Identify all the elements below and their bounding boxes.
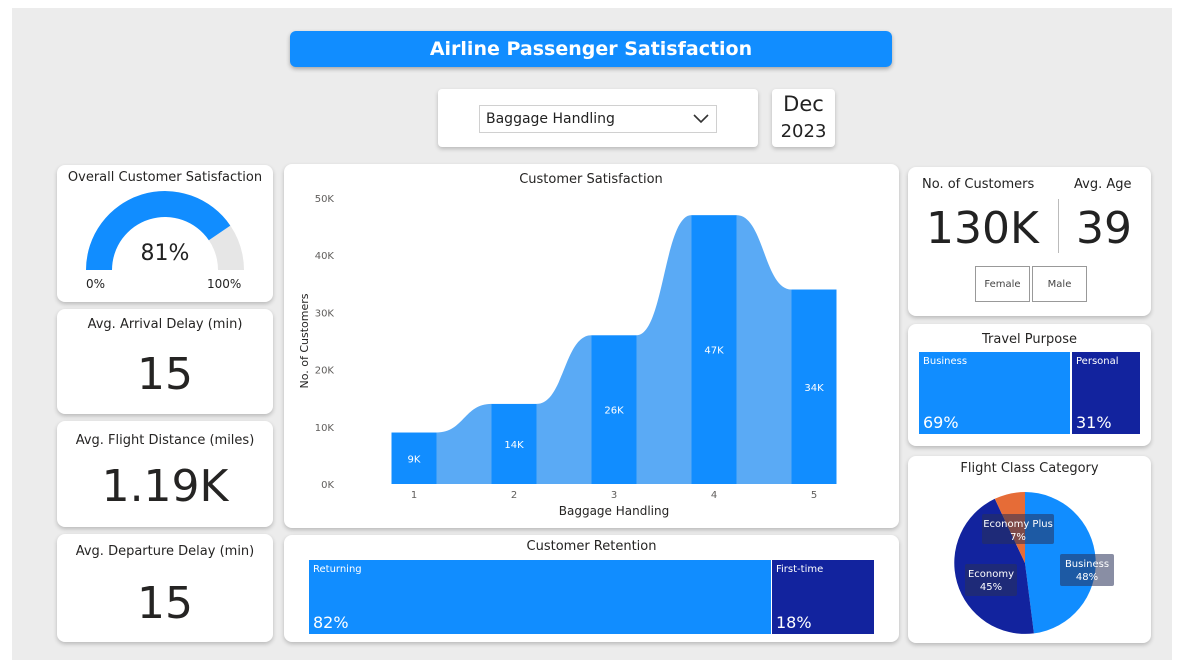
x-tick-label: 5 [811,490,817,501]
flight-class-pie: Business 48% Economy 45% Economy Plus 7% [954,492,1114,634]
flight-distance-card: Avg. Flight Distance (miles) 1.19K [57,421,273,527]
x-tick-label: 2 [511,490,517,501]
gauge-fill [86,191,231,270]
gauge-title: Overall Customer Satisfaction [67,170,263,185]
pie-slice-pct: 48% [1076,572,1098,583]
travel-business-block[interactable]: Business 69% [919,352,1070,434]
x-axis-label: Baggage Handling [559,504,669,518]
arrival-delay-value: 15 [137,349,193,400]
retention-returning-pct: 82% [313,613,349,632]
kpi-divider [1058,199,1059,253]
bar-data-label: 14K [504,440,524,451]
retention-returning-label: Returning [313,564,362,575]
pie-slice-pct: 7% [1010,532,1026,543]
chart-bar[interactable] [391,432,437,484]
gauge-max-label: 100% [207,277,242,291]
gender-female-button[interactable]: Female [975,266,1030,302]
retention-returning-block[interactable]: Returning 82% [309,560,771,634]
arrival-delay-label: Avg. Arrival Delay (min) [87,317,243,332]
y-tick-label: 50K [315,194,335,205]
departure-delay-label: Avg. Departure Delay (min) [75,544,255,559]
retention-title: Customer Retention [526,539,657,554]
date-year: 2023 [780,121,827,142]
flight-class-title: Flight Class Category [960,461,1099,476]
pie-slice-label: Economy [968,569,1014,580]
retention-firsttime-label: First-time [776,564,824,575]
filter-card: Baggage Handling [438,89,758,147]
travel-personal-pct: 31% [1076,413,1112,432]
chart-bar[interactable] [591,335,637,484]
chart-bar[interactable] [491,403,537,484]
gauge-min-label: 0% [86,277,106,291]
chart-title: Customer Satisfaction [519,172,663,187]
customers-count-label: No. of Customers [922,177,1035,192]
pie-slice-label: Business [1065,559,1109,570]
travel-personal-block[interactable]: Personal 31% [1072,352,1140,434]
chart-bar[interactable] [691,215,737,484]
x-tick-label: 3 [611,490,617,501]
travel-business-label: Business [923,356,968,367]
chart-bar[interactable] [791,289,837,484]
metric-dropdown[interactable]: Baggage Handling [479,105,717,133]
travel-purpose-title: Travel Purpose [982,332,1077,347]
customer-satisfaction-card: Customer Satisfaction Baggage Handling No.… [284,164,899,528]
chevron-down-icon[interactable] [692,109,710,131]
bar-data-label: 9K [408,454,421,465]
ribbon-segment [436,403,492,484]
retention-firsttime-pct: 18% [776,613,812,632]
travel-business-pct: 69% [923,413,959,432]
dropdown-value: Baggage Handling [486,111,615,127]
flight-distance-value: 1.19K [101,461,229,512]
bar-data-label: 34K [804,383,824,394]
y-tick-label: 0K [321,480,334,491]
pie-label-box [965,564,1017,596]
travel-personal-label: Personal [1076,356,1119,367]
bar-data-label: 26K [604,406,624,417]
avg-age-value: 39 [1076,203,1132,254]
ribbon-segment [636,215,692,484]
y-tick-label: 20K [315,366,335,377]
travel-purpose-card: Travel Purpose Business 69% Personal 31% [908,324,1151,446]
customer-satisfaction-chart: Customer Satisfaction Baggage Handling No.… [298,172,837,518]
satisfaction-gauge-card: Overall Customer Satisfaction 81% 0% 100… [57,165,273,302]
retention-firsttime-block[interactable]: First-time 18% [772,560,874,634]
y-tick-label: 40K [315,251,335,262]
y-tick-label: 30K [315,308,335,319]
ribbon-segment [536,335,592,484]
departure-delay-value: 15 [137,578,193,629]
flight-class-card: Flight Class Category Business 48% Economy… [908,456,1151,643]
flight-distance-label: Avg. Flight Distance (miles) [75,433,255,448]
y-axis-label: No. of Customers [298,293,311,388]
pie-label-box [982,514,1054,544]
date-card: Dec 2023 [772,89,835,147]
pie-slice-label: Economy Plus [983,519,1053,530]
customers-card: No. of Customers 130K Avg. Age 39 Female… [908,167,1151,316]
x-tick-label: 1 [411,490,417,501]
bar-data-label: 47K [704,346,724,357]
gender-male-button[interactable]: Male [1032,266,1087,302]
arrival-delay-card: Avg. Arrival Delay (min) 15 [57,309,273,414]
pie-slice-pct: 45% [980,582,1002,593]
satisfaction-gauge [86,191,244,270]
avg-age-label: Avg. Age [1074,177,1132,192]
customers-count-value: 130K [926,203,1039,254]
ribbon-segment [736,215,792,484]
gauge-value: 81% [140,241,190,266]
departure-delay-card: Avg. Departure Delay (min) 15 [57,534,273,642]
y-tick-label: 10K [315,423,335,434]
pie-label-box [1060,554,1114,586]
x-tick-label: 4 [711,490,717,501]
dashboard-title: Airline Passenger Satisfaction [290,31,892,67]
customer-retention-card: Customer Retention Returning 82% First-t… [284,535,899,642]
date-month: Dec [783,92,824,116]
